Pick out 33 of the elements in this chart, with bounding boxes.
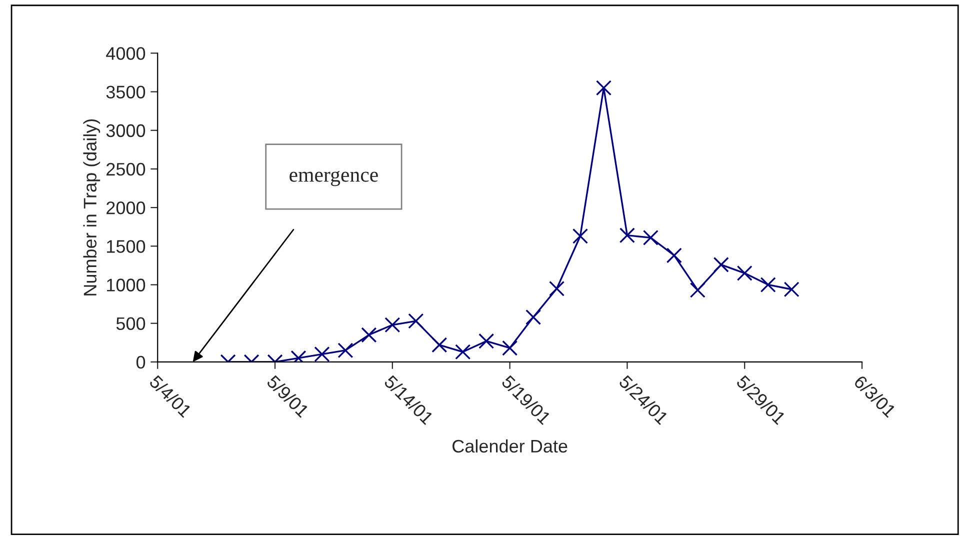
point [548,280,565,296]
point [596,80,612,96]
point [338,342,354,358]
annotation: emergence [290,170,378,186]
y-tick-label: 2000 [106,201,146,214]
point [666,248,682,264]
y-tick-label: 1500 [107,240,146,253]
point [619,228,635,244]
point [760,276,776,293]
point [526,309,542,325]
point [690,282,706,298]
point [784,282,800,298]
point [384,317,400,333]
point [361,327,377,343]
point [478,333,494,349]
y-tick-label: 3000 [106,124,146,138]
y-tick-label: 2500 [106,162,146,176]
y-tick-label: 3500 [106,86,146,98]
x-axis-title: Calender Date [452,439,568,453]
point [455,344,471,360]
y-tick-label: 500 [116,317,146,330]
point [713,256,729,272]
point [642,230,658,246]
point [408,313,424,329]
point [314,346,330,362]
y-axis-title: Number in Trap (daily) [83,119,100,296]
y-tick-label: 0 [136,356,146,369]
point [432,337,448,353]
point [736,265,752,281]
point [572,228,588,244]
y-tick-label: 4000 [106,47,146,60]
y-tick-label: 1000 [107,278,146,292]
point [502,340,518,356]
